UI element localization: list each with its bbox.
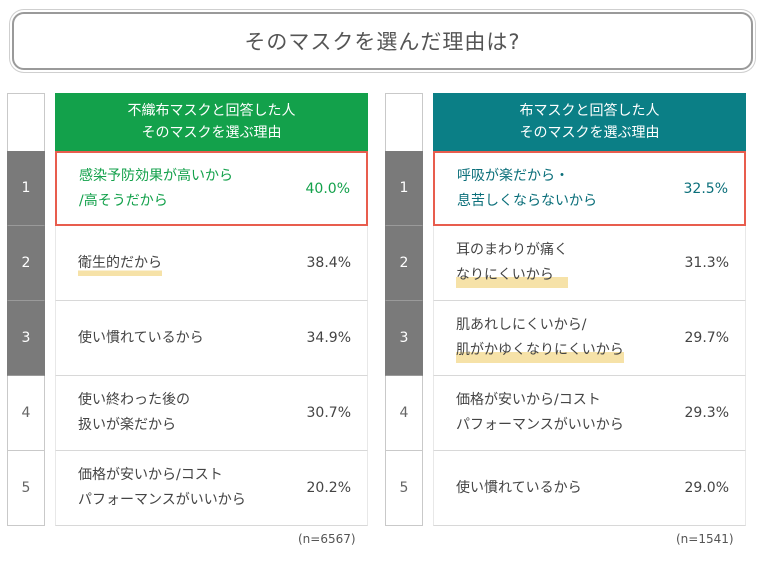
rank-cell: 1 [385, 151, 423, 226]
percent-value: 20.2% [306, 480, 351, 496]
rank-header [385, 93, 423, 151]
reason-text: 衛生的だから [78, 250, 162, 276]
percent-value: 38.4% [306, 255, 351, 271]
reason-text: 使い慣れているから [456, 479, 582, 496]
table-row: 使い終わった後の 扱いが楽だから 30.7% [55, 376, 368, 451]
rank-cell: 1 [7, 151, 45, 226]
percent-value: 40.0% [305, 180, 350, 197]
title-box: そのマスクを選んだ理由は? [12, 12, 753, 70]
table-row: 耳のまわりが痛く なりにくいから 31.3% [433, 226, 746, 301]
header-line: そのマスクを選ぶ理由 [141, 125, 282, 141]
reason-text: 感染予防効果が高いから /高そうだから [79, 167, 233, 209]
nonwoven-mask-panel: 1 2 3 4 5 不織布マスクと回答した人 そのマスクを選ぶ理由 感染予防効果… [7, 93, 368, 553]
header-line: 布マスクと回答した人 [519, 103, 660, 119]
table-row: 使い慣れているから 29.0% [433, 451, 746, 526]
table-row: 使い慣れているから 34.9% [55, 301, 368, 376]
table-row: 価格が安いから/コスト パフォーマンスがいいから 20.2% [55, 451, 368, 526]
percent-value: 29.0% [684, 480, 729, 496]
sample-size-label: (n=6567) [298, 532, 356, 546]
percent-value: 30.7% [306, 405, 351, 421]
rank-cell: 3 [385, 301, 423, 376]
percent-value: 29.7% [684, 330, 729, 346]
table-row: 呼吸が楽だから・ 息苦しくならないから 32.5% [433, 151, 746, 226]
reason-text: 耳のまわりが痛く なりにくいから [456, 238, 568, 288]
reason-text: 価格が安いから/コスト パフォーマンスがいいから [456, 392, 624, 433]
rank-cell: 5 [385, 451, 423, 526]
reason-text: 価格が安いから/コスト パフォーマンスがいいから [78, 467, 246, 508]
header-line: そのマスクを選ぶ理由 [519, 125, 660, 141]
reason-text: 使い慣れているから [78, 329, 204, 346]
rank-column: 1 2 3 4 5 [385, 93, 423, 526]
sample-size-label: (n=1541) [676, 532, 734, 546]
rank-cell: 3 [7, 301, 45, 376]
rank-header [7, 93, 45, 151]
percent-value: 34.9% [306, 330, 351, 346]
table-row: 感染予防効果が高いから /高そうだから 40.0% [55, 151, 368, 226]
rank-cell: 4 [7, 376, 45, 451]
percent-value: 32.5% [683, 180, 728, 197]
reason-text: 使い終わった後の 扱いが楽だから [78, 392, 190, 433]
rank-cell: 2 [7, 226, 45, 301]
rank-column: 1 2 3 4 5 [7, 93, 45, 526]
reason-text: 肌あれしにくいから/ 肌がかゆくなりにくいから [456, 313, 624, 363]
page-title: そのマスクを選んだ理由は? [244, 30, 521, 54]
reason-column: 布マスクと回答した人 そのマスクを選ぶ理由 呼吸が楽だから・ 息苦しくならないか… [433, 93, 746, 526]
cloth-mask-panel: 1 2 3 4 5 布マスクと回答した人 そのマスクを選ぶ理由 呼吸が楽だから・… [385, 93, 746, 553]
rank-cell: 5 [7, 451, 45, 526]
reason-text: 呼吸が楽だから・ 息苦しくならないから [457, 167, 597, 209]
table-header: 布マスクと回答した人 そのマスクを選ぶ理由 [433, 93, 746, 151]
table-row: 衛生的だから 38.4% [55, 226, 368, 301]
table-row: 価格が安いから/コスト パフォーマンスがいいから 29.3% [433, 376, 746, 451]
rank-cell: 4 [385, 376, 423, 451]
header-line: 不織布マスクと回答した人 [127, 103, 296, 119]
rank-cell: 2 [385, 226, 423, 301]
table-row: 肌あれしにくいから/ 肌がかゆくなりにくいから 29.7% [433, 301, 746, 376]
reason-column: 不織布マスクと回答した人 そのマスクを選ぶ理由 感染予防効果が高いから /高そう… [55, 93, 368, 526]
percent-value: 29.3% [684, 405, 729, 421]
table-header: 不織布マスクと回答した人 そのマスクを選ぶ理由 [55, 93, 368, 151]
percent-value: 31.3% [684, 255, 729, 271]
